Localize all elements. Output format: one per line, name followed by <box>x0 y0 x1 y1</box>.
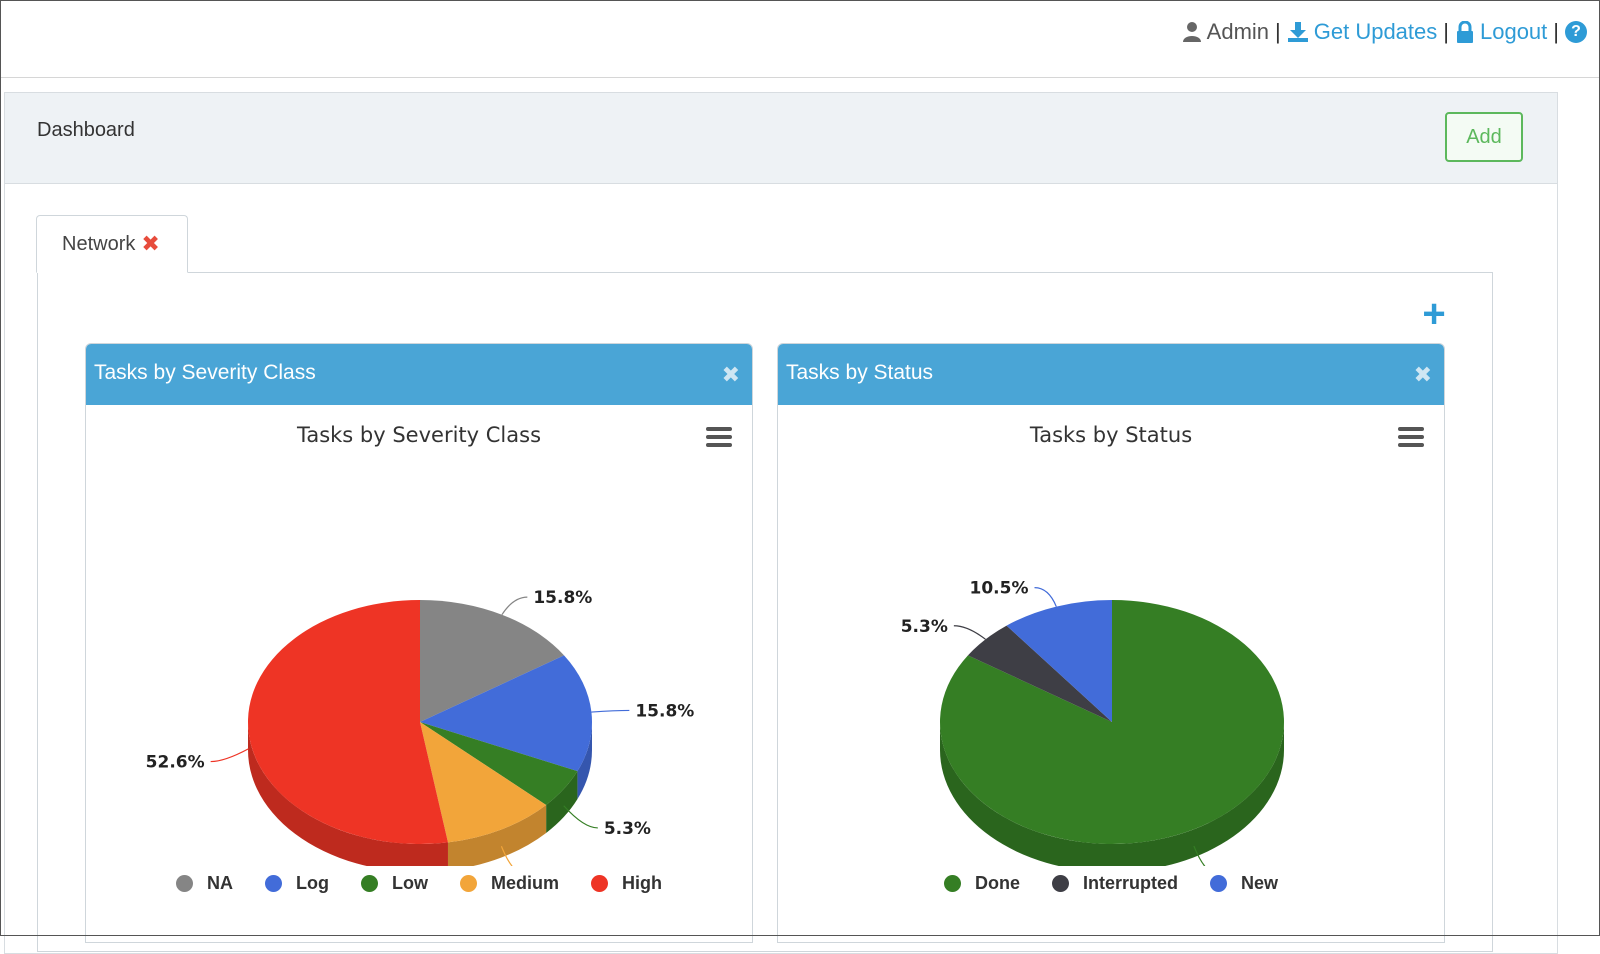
legend-dot <box>265 875 282 892</box>
widget-title: Tasks by Status <box>786 361 933 385</box>
legend-item-na[interactable]: NA <box>176 873 233 894</box>
logout-label: Logout <box>1480 19 1547 45</box>
legend-dot <box>944 875 961 892</box>
widget-title: Tasks by Severity Class <box>94 361 316 385</box>
user-icon <box>1182 21 1202 43</box>
legend-dot <box>1052 875 1069 892</box>
top-nav: Admin | Get Updates | Logout | ? <box>1182 17 1587 47</box>
legend-item-high[interactable]: High <box>591 873 662 894</box>
admin-label: Admin <box>1207 19 1269 45</box>
add-widget-icon[interactable]: + <box>1418 298 1450 330</box>
lock-icon <box>1455 21 1475 43</box>
legend-dot <box>460 875 477 892</box>
legend-label: High <box>622 873 662 894</box>
get-updates-link[interactable]: Get Updates <box>1287 19 1438 45</box>
close-widget-icon[interactable]: ✖ <box>722 362 740 388</box>
nav-separator: | <box>1443 19 1449 45</box>
get-updates-label: Get Updates <box>1314 19 1438 45</box>
top-bar: Admin | Get Updates | Logout | ? <box>1 1 1599 78</box>
chart-legend: Done Interrupted New <box>778 873 1444 894</box>
data-label-connector <box>502 597 527 615</box>
data-label-connector <box>211 749 249 762</box>
add-button[interactable]: Add <box>1445 112 1523 162</box>
legend-label: Interrupted <box>1083 873 1178 894</box>
pie-chart: 84.2%5.3%10.5% <box>778 466 1445 866</box>
chart-title: Tasks by Severity Class <box>86 423 752 447</box>
data-label-connector <box>954 626 986 640</box>
legend-item-done[interactable]: Done <box>944 873 1020 894</box>
chart-area: Tasks by Severity Class 15.8%15.8%5.3%10… <box>86 405 752 943</box>
widget-header: Tasks by Severity Class ✖ <box>86 344 752 405</box>
legend-item-medium[interactable]: Medium <box>460 873 559 894</box>
data-label-connector <box>591 710 629 712</box>
widget-header: Tasks by Status ✖ <box>778 344 1444 405</box>
pie-chart: 15.8%15.8%5.3%10.5%52.6% <box>86 466 753 866</box>
page-title: Dashboard <box>37 119 135 142</box>
data-label: 15.8% <box>635 701 694 721</box>
legend-label: New <box>1241 873 1278 894</box>
data-label: 5.3% <box>901 617 948 637</box>
legend-label: NA <box>207 873 233 894</box>
legend-dot <box>1210 875 1227 892</box>
legend-item-low[interactable]: Low <box>361 873 428 894</box>
admin-menu[interactable]: Admin <box>1182 19 1269 45</box>
legend-label: Log <box>296 873 329 894</box>
hamburger-menu-icon[interactable] <box>706 427 732 449</box>
tab-label: Network <box>62 233 135 256</box>
legend-dot <box>176 875 193 892</box>
nav-separator: | <box>1553 19 1559 45</box>
chart-title: Tasks by Status <box>778 423 1444 447</box>
legend-dot <box>361 875 378 892</box>
chart-area: Tasks by Status 84.2%5.3%10.5% DoneInter… <box>778 405 1444 943</box>
widget-status: Tasks by Status ✖ Tasks by Status 84.2%5… <box>777 343 1445 943</box>
legend-dot <box>591 875 608 892</box>
widget-severity: Tasks by Severity Class ✖ Tasks by Sever… <box>85 343 753 943</box>
help-icon[interactable]: ? <box>1565 21 1587 43</box>
data-label: 10.5% <box>970 579 1029 599</box>
data-label: 5.3% <box>604 819 651 839</box>
legend-item-log[interactable]: Log <box>265 873 329 894</box>
legend-label: Done <box>975 873 1020 894</box>
tab-network[interactable]: Network ✖ <box>36 215 188 273</box>
chart-legend: NA Log Low Medium High <box>86 873 752 894</box>
logout-link[interactable]: Logout <box>1455 19 1547 45</box>
legend-item-interrupted[interactable]: Interrupted <box>1052 873 1178 894</box>
hamburger-menu-icon[interactable] <box>1398 427 1424 449</box>
legend-label: Medium <box>491 873 559 894</box>
close-tab-icon[interactable]: ✖ <box>141 231 159 257</box>
nav-separator: | <box>1275 19 1281 45</box>
legend-label: Low <box>392 873 428 894</box>
data-label-connector <box>1035 588 1057 607</box>
data-label: 52.6% <box>146 753 205 773</box>
close-widget-icon[interactable]: ✖ <box>1414 362 1432 388</box>
panel-heading: Dashboard Add <box>5 93 1557 184</box>
data-label: 15.8% <box>533 588 592 608</box>
legend-item-new[interactable]: New <box>1210 873 1278 894</box>
download-icon <box>1287 21 1309 43</box>
